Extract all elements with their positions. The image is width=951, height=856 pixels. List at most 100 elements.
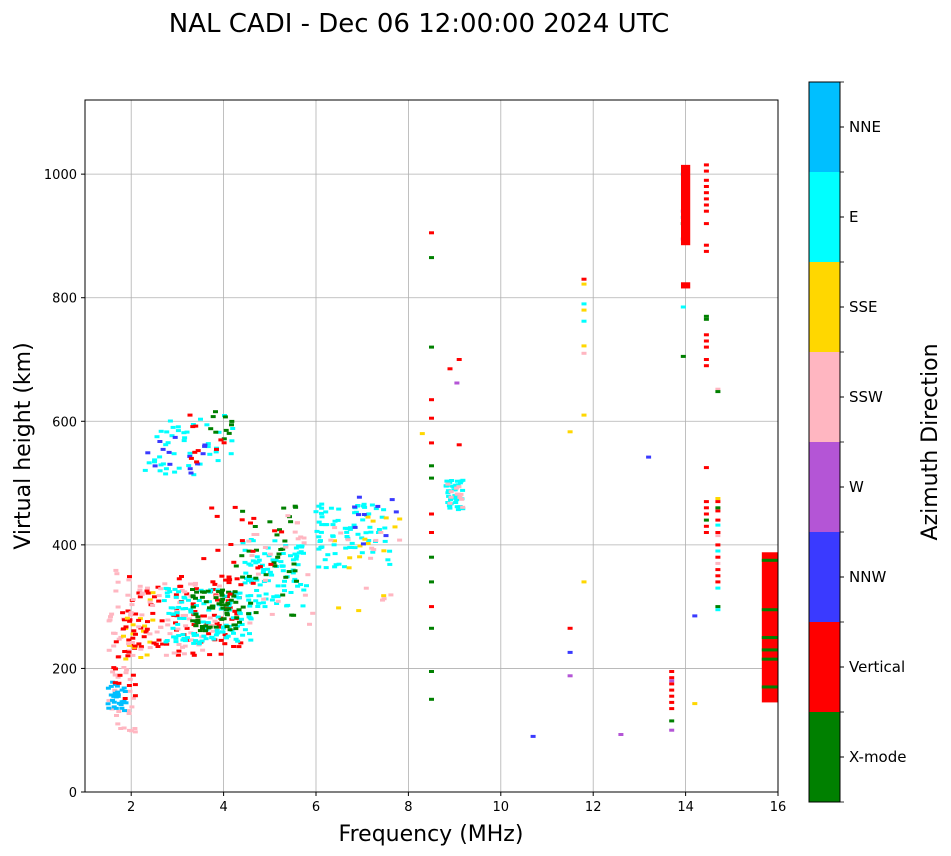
echo-mark: [105, 702, 111, 706]
echo-mark: [680, 354, 686, 358]
echo-mark: [182, 436, 188, 440]
echo-mark: [202, 443, 208, 447]
echo-mark: [265, 567, 271, 571]
echo-mark: [179, 588, 185, 592]
echo-mark: [445, 491, 451, 495]
echo-mark: [216, 584, 222, 588]
echo-mark: [157, 440, 163, 443]
echo-mark: [249, 554, 255, 557]
echo-mark: [191, 653, 197, 657]
echo-mark: [351, 523, 357, 527]
echo-mark: [216, 430, 222, 434]
echo-mark: [356, 609, 362, 613]
echo-mark: [169, 434, 175, 438]
x-tick-label: 6: [312, 800, 320, 815]
echo-mark: [389, 498, 395, 502]
echo-mark: [277, 528, 282, 532]
echo-mark: [158, 429, 164, 433]
colorbar-label-ssw: SSW: [849, 388, 883, 406]
echo-mark: [378, 530, 384, 534]
echo-mark: [188, 582, 194, 586]
echo-mark: [180, 645, 185, 649]
echo-mark: [275, 555, 281, 559]
echo-mark: [184, 626, 190, 630]
echo-mark: [176, 649, 182, 653]
echo-mark: [344, 530, 350, 534]
echo-mark: [460, 505, 466, 509]
echo-mark: [121, 666, 127, 669]
echo-mark: [253, 561, 259, 565]
echo-mark: [229, 423, 234, 427]
echo-mark: [349, 541, 355, 545]
echo-mark: [194, 460, 200, 464]
echo-mark: [233, 595, 239, 599]
echo-mark: [447, 367, 453, 371]
echo-mark: [144, 627, 150, 631]
echo-mark: [319, 515, 325, 519]
echo-mark: [170, 626, 176, 630]
echo-mark: [360, 542, 366, 546]
echo-mark: [246, 615, 252, 619]
echo-mark: [232, 590, 238, 594]
echo-mark: [176, 590, 182, 594]
echo-mark: [703, 314, 709, 318]
echo-mark: [230, 616, 236, 620]
echo-mark: [335, 518, 341, 522]
echo-mark: [715, 561, 721, 565]
echo-mark: [210, 604, 216, 608]
echo-mark: [369, 503, 375, 507]
echo-mark: [268, 562, 274, 566]
echo-mark: [154, 630, 160, 634]
echo-mark: [221, 441, 227, 445]
echo-mark: [581, 282, 587, 286]
echo-mark: [192, 450, 198, 454]
echo-mark: [106, 706, 112, 710]
echo-mark: [227, 628, 233, 632]
echo-mark: [246, 612, 252, 616]
echo-mark: [193, 612, 199, 616]
echo-mark: [129, 641, 135, 644]
echo-mark: [316, 504, 322, 508]
colorbar-segment-ssw: [809, 352, 840, 442]
echo-block: [680, 164, 691, 246]
echo-mark: [275, 595, 281, 599]
echo-mark: [112, 688, 118, 692]
echo-mark: [177, 616, 183, 620]
echo-mark: [272, 564, 278, 568]
echo-mark: [126, 578, 132, 582]
echo-mark: [195, 619, 201, 622]
echo-mark: [188, 638, 194, 642]
echo-mark: [124, 668, 130, 672]
x-tick-label: 12: [585, 800, 602, 815]
echo-mark: [267, 552, 273, 556]
echo-mark: [126, 650, 132, 654]
echo-mark: [332, 552, 338, 556]
echo-mark: [166, 611, 172, 615]
echo-mark: [188, 631, 194, 635]
echo-mark: [703, 243, 709, 247]
echo-mark: [703, 358, 709, 361]
echo-mark: [243, 571, 249, 575]
echo-mark: [618, 733, 624, 736]
echo-mark: [136, 618, 142, 622]
echo-mark: [272, 529, 278, 533]
echo-mark: [233, 637, 239, 641]
echo-mark: [150, 611, 156, 615]
echo-mark: [446, 504, 452, 508]
echo-stripe: [761, 608, 778, 612]
echo-mark: [220, 588, 225, 592]
colorbar-label-vertical: Vertical: [849, 658, 905, 676]
echo-mark: [138, 647, 144, 651]
echo-mark: [195, 620, 201, 624]
echo-mark: [231, 560, 237, 564]
echo-mark: [193, 624, 199, 628]
echo-mark: [156, 599, 162, 603]
echo-mark: [210, 415, 216, 419]
echo-mark: [199, 625, 205, 628]
echo-mark: [215, 459, 221, 463]
echo-mark: [239, 623, 245, 626]
echo-mark: [703, 169, 709, 173]
echo-mark: [279, 564, 285, 568]
echo-mark: [244, 577, 249, 581]
echo-mark: [228, 598, 234, 602]
